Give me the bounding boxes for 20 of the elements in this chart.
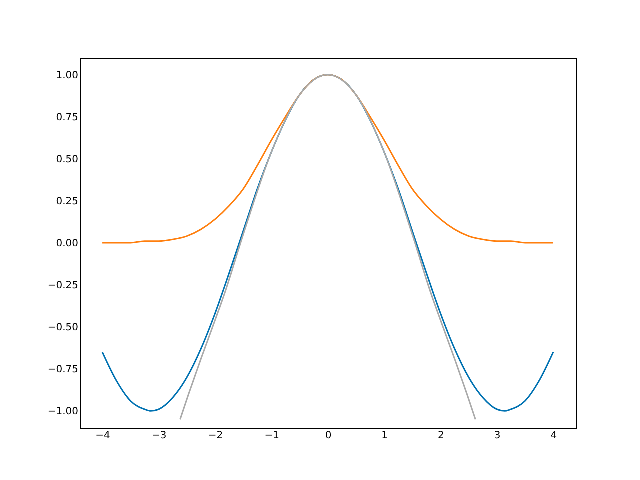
- y-tick-label: 0.25: [56, 196, 78, 208]
- x-tick-label: −3: [152, 430, 167, 442]
- y-tick-label: −1.00: [48, 406, 78, 418]
- y-tick-label: −0.75: [48, 364, 78, 376]
- x-tick-label: −4: [96, 430, 110, 442]
- y-tick-label: 0.50: [56, 154, 78, 166]
- line-series: [180, 74, 476, 420]
- y-tick-label: 0.00: [56, 238, 78, 250]
- line-series: [102, 74, 554, 244]
- y-tick-label: 1.00: [56, 70, 78, 82]
- x-tick-label: −2: [208, 430, 224, 442]
- x-tick-label: 1: [382, 430, 388, 442]
- x-tick-label: 0: [325, 430, 332, 442]
- y-tick-label: −0.25: [48, 280, 78, 292]
- y-tick-label: −0.50: [48, 322, 78, 334]
- x-tick-label: 2: [438, 430, 444, 442]
- x-tick-label: −1: [264, 430, 280, 442]
- x-tick-label: 3: [494, 430, 501, 442]
- x-tick-label: 4: [550, 430, 558, 442]
- y-tick-label: 0.75: [56, 112, 78, 124]
